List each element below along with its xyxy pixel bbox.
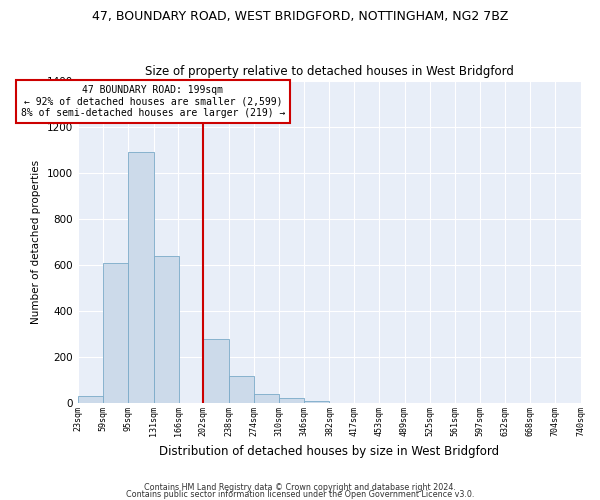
Text: 47 BOUNDARY ROAD: 199sqm
← 92% of detached houses are smaller (2,599)
8% of semi: 47 BOUNDARY ROAD: 199sqm ← 92% of detach… <box>20 84 285 117</box>
Bar <box>203 339 229 404</box>
Text: Contains public sector information licensed under the Open Government Licence v3: Contains public sector information licen… <box>126 490 474 499</box>
Title: Size of property relative to detached houses in West Bridgford: Size of property relative to detached ho… <box>145 66 514 78</box>
Bar <box>229 376 254 404</box>
Bar <box>128 152 154 404</box>
Bar <box>78 396 103 404</box>
Bar <box>103 263 128 404</box>
Bar <box>279 398 304 404</box>
Bar <box>304 400 329 404</box>
Text: Contains HM Land Registry data © Crown copyright and database right 2024.: Contains HM Land Registry data © Crown c… <box>144 484 456 492</box>
Text: 47, BOUNDARY ROAD, WEST BRIDGFORD, NOTTINGHAM, NG2 7BZ: 47, BOUNDARY ROAD, WEST BRIDGFORD, NOTTI… <box>92 10 508 23</box>
Bar <box>254 394 279 404</box>
Y-axis label: Number of detached properties: Number of detached properties <box>31 160 41 324</box>
Bar <box>154 256 179 404</box>
X-axis label: Distribution of detached houses by size in West Bridgford: Distribution of detached houses by size … <box>159 444 499 458</box>
